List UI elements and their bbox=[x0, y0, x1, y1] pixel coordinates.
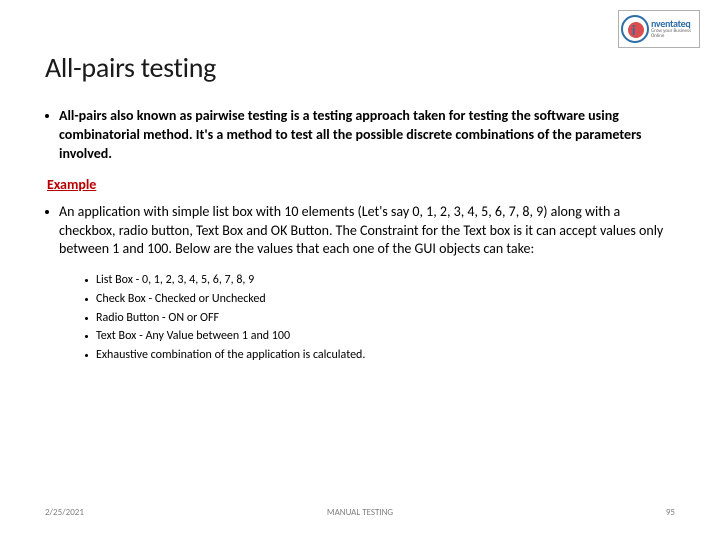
slide-footer: 2/25/2021 MANUAL TESTING 95 bbox=[45, 507, 675, 518]
bullet-dot-icon bbox=[85, 335, 88, 338]
bullet-definition: All-pairs also known as pairwise testing… bbox=[45, 107, 675, 164]
list-item-text: Text Box - Any Value between 1 and 100 bbox=[96, 327, 290, 346]
example-heading: Example bbox=[47, 176, 675, 193]
list-item: Text Box - Any Value between 1 and 100 bbox=[85, 327, 675, 346]
brand-logo: i nventateq Grow your Business Online bbox=[618, 10, 700, 48]
slide: i nventateq Grow your Business Online Al… bbox=[0, 0, 720, 540]
bullet-example: An application with simple list box with… bbox=[45, 203, 675, 260]
logo-text: nventateq Grow your Business Online bbox=[651, 19, 697, 39]
bullet-text: An application with simple list box with… bbox=[59, 203, 675, 260]
footer-date: 2/25/2021 bbox=[45, 507, 84, 518]
bullet-text: All-pairs also known as pairwise testing… bbox=[59, 107, 675, 164]
bullet-dot-icon bbox=[45, 210, 49, 214]
sub-list: List Box - 0, 1, 2, 3, 4, 5, 6, 7, 8, 9 … bbox=[85, 271, 675, 364]
slide-title: All-pairs testing bbox=[45, 50, 675, 85]
bullet-dot-icon bbox=[85, 279, 88, 282]
list-item-text: Exhaustive combination of the applicatio… bbox=[96, 346, 365, 365]
list-item: Radio Button - ON or OFF bbox=[85, 309, 675, 328]
bullet-dot-icon bbox=[85, 298, 88, 301]
list-item-text: List Box - 0, 1, 2, 3, 4, 5, 6, 7, 8, 9 bbox=[96, 271, 254, 290]
list-item-text: Radio Button - ON or OFF bbox=[96, 309, 219, 328]
logo-icon: i bbox=[621, 15, 649, 43]
bullet-dot-icon bbox=[85, 354, 88, 357]
footer-page-number: 95 bbox=[666, 507, 675, 518]
list-item: List Box - 0, 1, 2, 3, 4, 5, 6, 7, 8, 9 bbox=[85, 271, 675, 290]
list-item: Exhaustive combination of the applicatio… bbox=[85, 346, 675, 365]
list-item-text: Check Box - Checked or Unchecked bbox=[96, 290, 266, 309]
bullet-dot-icon bbox=[85, 317, 88, 320]
list-item: Check Box - Checked or Unchecked bbox=[85, 290, 675, 309]
bullet-dot-icon bbox=[45, 114, 49, 118]
footer-title: MANUAL TESTING bbox=[327, 507, 393, 518]
logo-sub-text: Grow your Business Online bbox=[651, 29, 697, 39]
